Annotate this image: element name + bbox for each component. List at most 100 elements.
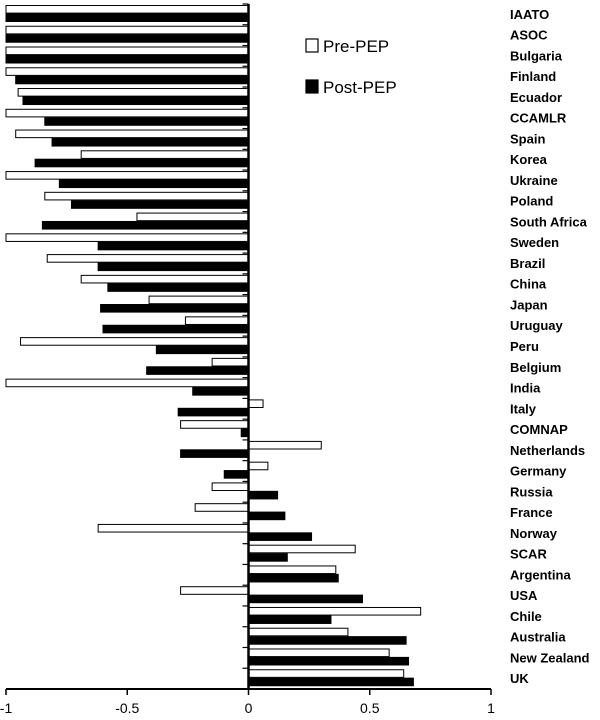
bar-pre-pep-brazil [46, 254, 249, 263]
bar-pre-pep-uk [248, 669, 405, 678]
category-label-india: India [510, 381, 541, 396]
bar-pre-pep-ccamlr [5, 108, 249, 118]
bar-pre-pep-japan [148, 295, 249, 305]
bar-post-pep-brazil [97, 262, 250, 272]
legend-swatch-pre-pep [305, 38, 319, 53]
legend-swatch-post-pep [305, 79, 319, 94]
bar-post-pep-south-africa [41, 220, 249, 230]
bar-pre-pep-iaato [5, 5, 249, 14]
legend-label-post-pep: Post-PEP [323, 78, 397, 97]
bar-pre-pep-france [194, 503, 249, 512]
category-label-poland: Poland [510, 194, 553, 209]
bar-post-pep-ukraine [58, 179, 249, 189]
bar-pre-pep-scar [248, 544, 356, 554]
category-label-germany: Germany [510, 464, 567, 479]
bar-post-pep-uruguay [102, 324, 249, 334]
bar-post-pep-italy [177, 407, 249, 417]
category-label-uruguay: Uruguay [510, 318, 564, 333]
bar-pre-pep-usa [180, 586, 250, 595]
bar-post-pep-new-zealand [248, 656, 410, 666]
category-label-comnap: COMNAP [510, 422, 568, 437]
bar-post-pep-chile [248, 615, 332, 624]
bar-post-pep-france [248, 511, 286, 521]
category-label-usa: USA [510, 588, 538, 603]
x-tick-label: 1 [487, 700, 495, 716]
bar-pre-pep-italy [248, 399, 264, 408]
x-tick-label: 0 [245, 700, 253, 716]
bar-post-pep-spain [51, 137, 250, 147]
bar-pre-pep-norway [97, 523, 250, 533]
bar-post-pep-asoc [5, 34, 249, 43]
category-label-france: France [510, 505, 553, 520]
bar-pre-pep-new-zealand [248, 648, 390, 658]
bar-post-pep-korea [34, 158, 249, 168]
bar-pre-pep-belgium [211, 357, 249, 367]
bar-pre-pep-argentina [248, 565, 337, 575]
category-label-australia: Australia [510, 630, 566, 645]
category-label-peru: Peru [510, 339, 539, 354]
bar-post-pep-japan [100, 304, 249, 313]
bar-post-pep-finland [15, 75, 250, 85]
bar-pre-pep-australia [248, 627, 349, 637]
bar-post-pep-netherlands [180, 449, 250, 458]
category-label-belgium: Belgium [510, 360, 561, 375]
category-label-iaato: IAATO [510, 7, 549, 22]
category-label-scar: SCAR [510, 547, 547, 562]
bar-post-pep-iaato [5, 13, 249, 22]
category-label-russia: Russia [510, 484, 553, 499]
bar-post-pep-bulgaria [5, 54, 249, 64]
bar-post-pep-usa [248, 594, 363, 604]
bar-post-pep-ecuador [22, 96, 249, 106]
bar-pre-pep-korea [80, 150, 249, 159]
bar-pre-pep-poland [44, 191, 249, 201]
bar-post-pep-norway [248, 532, 313, 541]
bar-pre-pep-uruguay [184, 316, 249, 325]
category-label-spain: Spain [510, 131, 545, 146]
bar-pre-pep-china [80, 274, 249, 284]
bar-pre-pep-finland [5, 67, 249, 76]
bar-pre-pep-germany [248, 461, 269, 471]
category-label-sweden: Sweden [510, 235, 559, 250]
category-label-norway: Norway [510, 526, 558, 541]
category-label-south-africa: South Africa [510, 214, 588, 229]
bar-pre-pep-peru [20, 337, 249, 346]
category-label-ecuador: Ecuador [510, 90, 562, 105]
category-label-finland: Finland [510, 69, 556, 84]
bar-pre-pep-spain [15, 129, 250, 139]
bar-post-pep-scar [248, 553, 288, 562]
bar-post-pep-uk [248, 677, 414, 687]
bar-pre-pep-comnap [180, 420, 250, 429]
bar-post-pep-australia [248, 636, 407, 645]
bar-post-pep-germany [223, 470, 249, 479]
bar-post-pep-argentina [248, 573, 339, 583]
bar-post-pep-india [192, 387, 250, 396]
bar-pre-pep-russia [211, 482, 249, 492]
bar-pre-pep-netherlands [248, 440, 322, 450]
bar-pre-pep-ukraine [5, 171, 249, 180]
bar-post-pep-peru [155, 345, 250, 355]
bar-pre-pep-south-africa [136, 212, 249, 222]
category-label-bulgaria: Bulgaria [510, 48, 563, 63]
category-label-ccamlr: CCAMLR [510, 111, 567, 126]
category-label-new-zealand: New Zealand [510, 650, 590, 665]
category-label-asoc: ASOC [510, 28, 548, 43]
bar-pre-pep-sweden [5, 233, 249, 242]
x-tick-label: -0.5 [115, 700, 139, 716]
category-label-chile: Chile [510, 609, 542, 624]
bar-post-pep-poland [70, 200, 249, 209]
category-label-brazil: Brazil [510, 256, 545, 271]
category-label-italy: Italy [510, 401, 537, 416]
category-label-uk: UK [510, 671, 529, 686]
bar-pre-pep-bulgaria [5, 46, 249, 56]
bar-post-pep-russia [248, 490, 279, 500]
legend-label-pre-pep: Pre-PEP [323, 37, 389, 56]
x-tick-label: -1 [0, 700, 12, 716]
bar-pre-pep-india [5, 378, 249, 388]
bar-post-pep-ccamlr [44, 117, 249, 126]
bar-pre-pep-ecuador [17, 88, 249, 97]
category-label-korea: Korea [510, 152, 548, 167]
category-label-netherlands: Netherlands [510, 443, 585, 458]
category-label-argentina: Argentina [510, 567, 571, 582]
category-label-japan: Japan [510, 297, 548, 312]
